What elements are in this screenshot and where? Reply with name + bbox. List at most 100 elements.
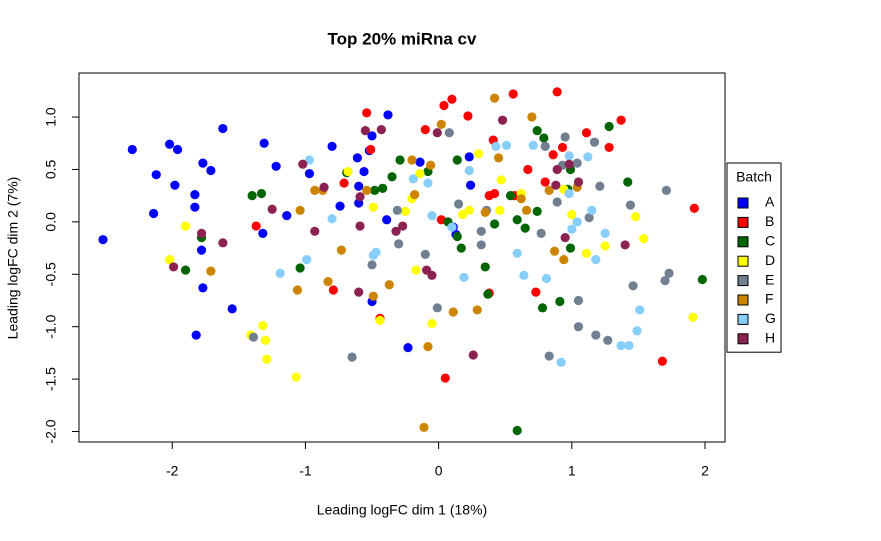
- point: [355, 192, 365, 202]
- point: [180, 265, 191, 275]
- point: [362, 108, 372, 118]
- point: [532, 206, 542, 216]
- point: [415, 157, 425, 167]
- point: [505, 191, 516, 201]
- point: [323, 277, 333, 287]
- point: [248, 332, 259, 342]
- point: [497, 115, 508, 125]
- point: [420, 125, 430, 135]
- point: [661, 185, 671, 196]
- point: [573, 295, 584, 306]
- point: [631, 212, 641, 222]
- point: [419, 422, 429, 432]
- point: [664, 268, 674, 278]
- point: [639, 234, 649, 244]
- x-tick-label: 1: [568, 463, 576, 479]
- legend-label: B: [765, 213, 774, 229]
- legend-swatch: [737, 216, 749, 228]
- point: [302, 254, 312, 265]
- point: [218, 123, 228, 134]
- point: [127, 144, 137, 155]
- point: [616, 340, 626, 351]
- point: [589, 137, 600, 147]
- point: [583, 152, 593, 162]
- point: [304, 169, 315, 179]
- point: [483, 289, 493, 299]
- point: [292, 285, 303, 295]
- point: [304, 155, 315, 165]
- point: [572, 158, 582, 168]
- point: [336, 245, 346, 255]
- x-tick-label: 0: [435, 463, 443, 479]
- y-tick-label: 1.0: [43, 107, 59, 127]
- legend-label: A: [765, 194, 775, 210]
- point: [557, 142, 568, 153]
- point: [383, 110, 393, 120]
- point: [565, 243, 576, 253]
- point: [398, 221, 408, 231]
- point: [368, 291, 378, 301]
- point: [262, 354, 272, 364]
- legend-label: G: [765, 310, 776, 326]
- point: [540, 177, 550, 187]
- point: [454, 199, 464, 209]
- point: [426, 160, 436, 170]
- point: [347, 352, 357, 362]
- point: [512, 425, 522, 436]
- point: [328, 285, 339, 295]
- legend-label: H: [765, 330, 775, 346]
- y-axis-label: Leading logFC dim 2 (7%): [5, 177, 21, 340]
- legend-label: C: [765, 233, 775, 249]
- point: [295, 263, 305, 273]
- point: [247, 191, 257, 201]
- point: [581, 128, 592, 138]
- point: [480, 262, 490, 272]
- point: [537, 303, 548, 313]
- point: [164, 139, 175, 149]
- point: [370, 185, 380, 196]
- point: [476, 226, 486, 236]
- point: [465, 180, 476, 190]
- point: [468, 350, 478, 360]
- point: [623, 177, 633, 187]
- point: [620, 240, 630, 250]
- point: [420, 249, 430, 259]
- point: [473, 149, 484, 159]
- legend-box: [726, 162, 782, 353]
- point: [512, 248, 522, 258]
- legend-swatch: [737, 313, 749, 325]
- legend-label: F: [765, 291, 774, 307]
- point: [567, 224, 577, 234]
- point: [472, 305, 482, 315]
- x-tick-label: 2: [701, 463, 709, 479]
- point: [560, 232, 570, 243]
- point: [359, 166, 369, 177]
- point: [196, 245, 207, 255]
- y-tick-label: -2.0: [43, 419, 59, 443]
- point: [572, 217, 582, 227]
- point: [591, 330, 601, 340]
- point: [697, 274, 707, 285]
- point: [148, 208, 159, 219]
- point: [198, 158, 208, 168]
- point: [603, 335, 613, 345]
- legend-swatch: [737, 255, 749, 267]
- point: [549, 246, 560, 256]
- point: [423, 178, 433, 188]
- point: [260, 335, 271, 345]
- point: [584, 213, 594, 223]
- point: [689, 203, 699, 213]
- point: [660, 275, 670, 286]
- legend-swatch: [737, 275, 749, 287]
- point: [447, 222, 457, 232]
- point: [447, 94, 457, 104]
- point: [476, 240, 486, 250]
- point: [552, 197, 562, 207]
- point: [371, 247, 381, 257]
- point: [395, 155, 405, 165]
- point: [448, 307, 458, 317]
- point: [604, 121, 614, 132]
- point: [587, 205, 597, 215]
- point: [688, 312, 698, 322]
- point: [459, 272, 469, 283]
